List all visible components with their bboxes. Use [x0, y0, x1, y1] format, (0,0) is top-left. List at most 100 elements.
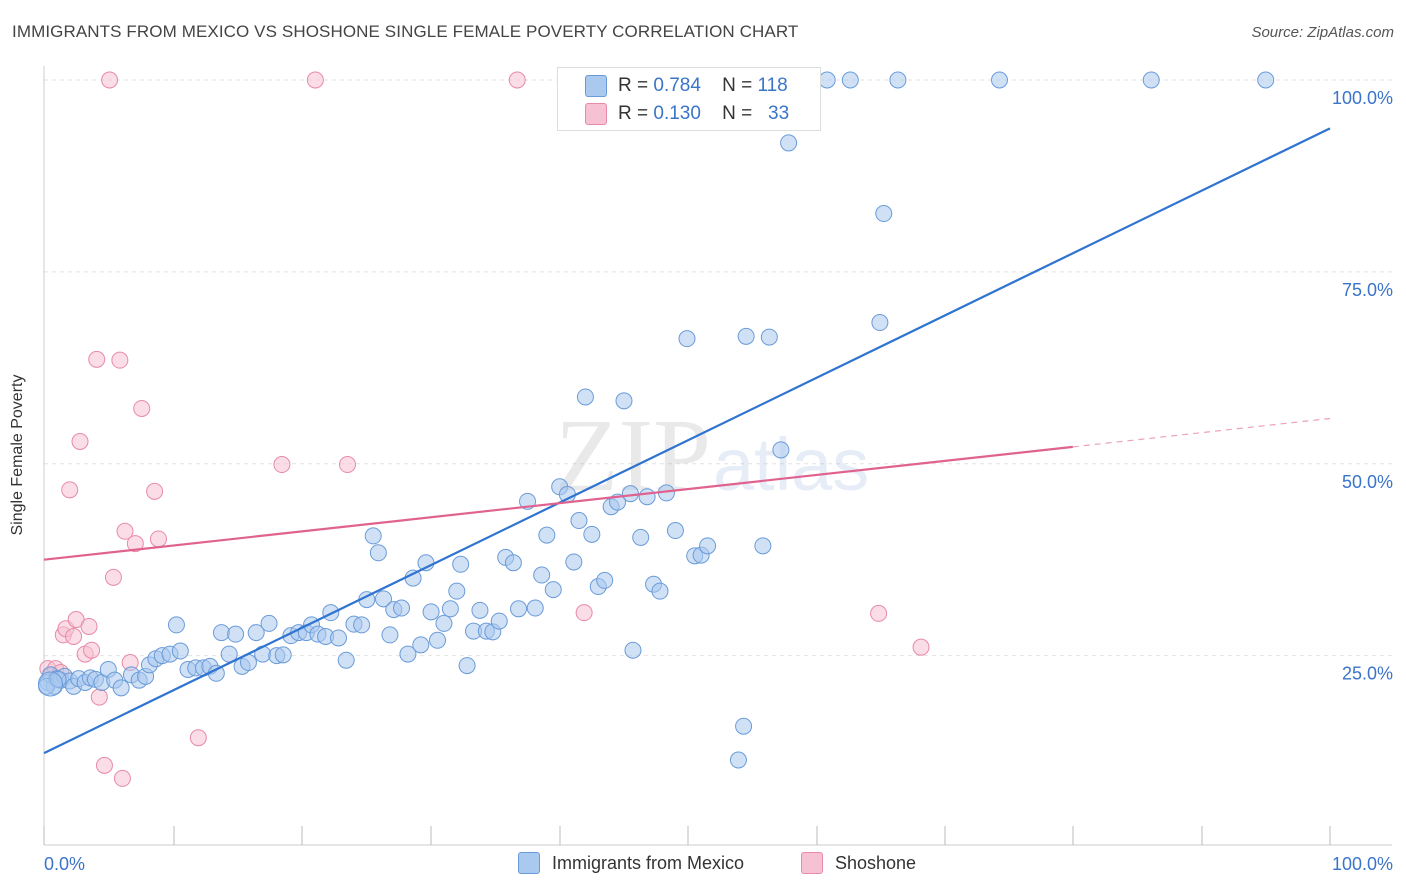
bottom-legend-mexico: Immigrants from Mexico: [518, 852, 744, 874]
data-point-mexico: [260, 614, 278, 632]
data-point-mexico: [558, 485, 576, 503]
bottom-legend-label-mexico: Immigrants from Mexico: [552, 852, 745, 873]
data-point-mexico: [889, 71, 907, 89]
data-point-mexico: [458, 657, 476, 675]
data-point-shoshone: [90, 688, 108, 706]
legend: R = 0.784 N = 118 R = 0.130 N = 33: [557, 67, 821, 131]
legend-swatch-mexico: [585, 75, 607, 97]
data-point-mexico: [1257, 71, 1275, 89]
data-point-mexico: [760, 328, 778, 346]
data-point-mexico: [247, 624, 265, 642]
x-tick-label: 100.0%: [1332, 854, 1393, 874]
data-point-mexico: [329, 629, 347, 647]
bottom-legend-swatch-mexico: [518, 852, 540, 874]
data-point-mexico: [780, 134, 798, 152]
data-point-mexico: [404, 569, 422, 587]
data-point-mexico: [990, 71, 1008, 89]
data-point-mexico: [526, 599, 544, 617]
mexico-points: [37, 71, 1275, 769]
data-point-mexico: [729, 751, 747, 769]
data-point-mexico: [112, 679, 130, 697]
data-point-mexico: [565, 553, 583, 571]
data-point-mexico: [167, 616, 185, 634]
data-point-mexico: [544, 581, 562, 599]
data-point-mexico: [171, 642, 189, 660]
data-point-shoshone: [273, 456, 291, 474]
data-point-mexico: [441, 600, 459, 618]
data-point-shoshone: [149, 530, 167, 548]
data-point-mexico: [818, 71, 836, 89]
data-point-mexico: [353, 616, 371, 634]
data-point-shoshone: [88, 350, 106, 368]
data-point-shoshone: [101, 71, 119, 89]
chart-source: Source: ZipAtlas.com: [1251, 24, 1394, 41]
data-point-shoshone: [306, 71, 324, 89]
trendline-mexico: [43, 127, 1331, 755]
legend-text-mexico: R = 0.784 N = 118: [618, 75, 788, 96]
legend-text-shoshone: R = 0.130 N = 33: [618, 103, 790, 124]
data-point-mexico: [632, 528, 650, 546]
data-point-mexico: [422, 603, 440, 621]
data-point-mexico: [576, 388, 594, 406]
data-point-shoshone: [116, 522, 134, 540]
watermark-atlas: atlas: [713, 423, 869, 506]
bottom-legend-shoshone: Shoshone: [801, 852, 916, 874]
data-point-mexico: [737, 327, 755, 345]
data-point-mexico: [624, 641, 642, 659]
data-point-mexico: [227, 625, 245, 643]
axes: [43, 66, 1392, 846]
data-point-mexico: [381, 626, 399, 644]
y-tick-labels: 25.0% 50.0% 75.0% 100.0%: [1332, 88, 1393, 684]
data-point-mexico: [1142, 71, 1160, 89]
grid-lines: [44, 79, 1392, 657]
data-point-mexico: [875, 205, 893, 223]
y-tick-label: 50.0%: [1342, 472, 1393, 492]
data-point-mexico: [337, 651, 355, 669]
data-point-mexico: [412, 636, 430, 654]
data-point-shoshone: [133, 399, 151, 417]
data-point-mexico: [678, 330, 696, 348]
data-point-mexico: [471, 601, 489, 619]
data-point-shoshone: [65, 627, 83, 645]
data-point-mexico: [429, 631, 447, 649]
data-point-mexico: [533, 566, 551, 584]
x-tick-label: 0.0%: [44, 854, 85, 874]
data-point-shoshone: [575, 604, 593, 622]
data-point-mexico: [772, 441, 790, 459]
y-axis-label: Single Female Poverty: [9, 374, 26, 536]
x-tick-labels: 0.0% 100.0%: [44, 854, 1393, 874]
bottom-legend: Immigrants from Mexico Shoshone: [0, 852, 1406, 876]
data-point-mexico: [375, 590, 393, 608]
watermark: ZIP atlas: [555, 398, 869, 513]
data-point-mexico: [490, 612, 508, 630]
data-point-mexico: [274, 646, 292, 664]
data-point-shoshone: [189, 729, 207, 747]
data-point-mexico: [583, 525, 601, 543]
data-point-mexico: [871, 314, 889, 332]
data-point-mexico: [212, 624, 230, 642]
data-point-mexico-cluster: [37, 671, 63, 697]
data-point-shoshone: [61, 481, 79, 499]
y-tick-label: 25.0%: [1342, 664, 1393, 684]
data-point-mexico: [596, 571, 614, 589]
data-point-mexico: [364, 527, 382, 545]
data-point-mexico: [448, 582, 466, 600]
data-point-shoshone: [912, 638, 930, 656]
data-point-mexico: [666, 522, 684, 540]
data-point-mexico: [699, 537, 717, 555]
data-point-mexico: [369, 544, 387, 562]
data-point-shoshone: [104, 568, 122, 586]
data-point-shoshone: [80, 617, 98, 635]
data-point-mexico: [651, 582, 669, 600]
data-point-shoshone: [95, 756, 113, 774]
data-point-shoshone: [508, 71, 526, 89]
data-point-mexico: [538, 526, 556, 544]
data-point-shoshone: [83, 641, 101, 659]
data-point-mexico: [735, 717, 753, 735]
y-tick-label: 75.0%: [1342, 280, 1393, 300]
data-point-mexico: [638, 488, 656, 506]
data-point-mexico: [399, 645, 417, 663]
data-point-shoshone: [146, 482, 164, 500]
data-point-shoshone: [126, 535, 144, 553]
